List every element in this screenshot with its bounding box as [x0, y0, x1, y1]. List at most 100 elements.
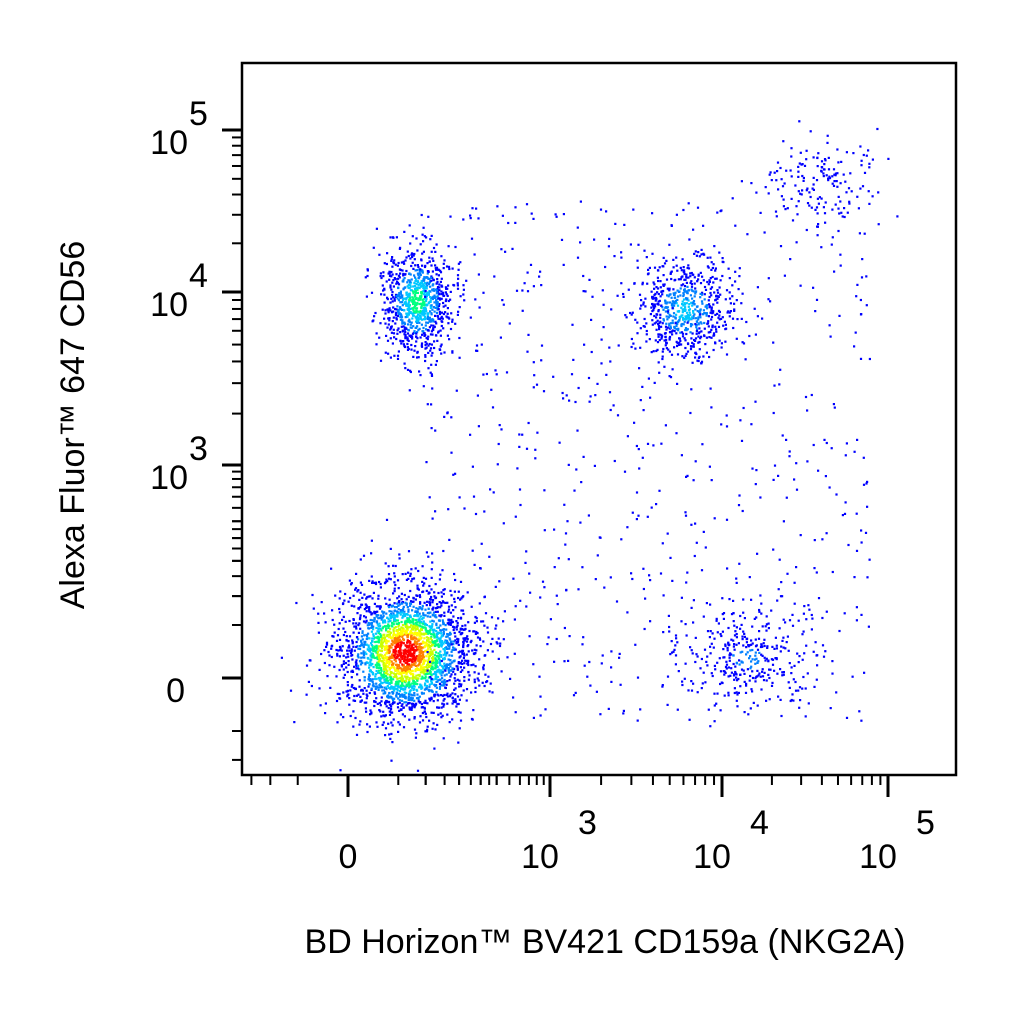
event-dot	[411, 676, 414, 680]
event-dot	[431, 333, 434, 336]
event-dot	[376, 702, 379, 705]
event-dot	[734, 630, 737, 633]
event-dot	[338, 655, 341, 658]
event-dot	[687, 289, 691, 292]
event-dot	[423, 276, 426, 279]
event-dot	[422, 584, 425, 587]
event-dot	[674, 316, 677, 319]
event-dot	[407, 698, 410, 701]
event-dot	[445, 663, 448, 666]
event-dot	[672, 258, 675, 261]
event-dot	[428, 697, 431, 700]
event-dot	[386, 339, 390, 342]
event-dot	[708, 295, 711, 299]
event-dot	[408, 685, 411, 688]
event-dot	[419, 665, 422, 668]
event-dot	[740, 317, 743, 320]
event-dot	[773, 171, 776, 174]
event-dot	[391, 711, 394, 714]
event-dot	[816, 234, 819, 237]
event-dot	[421, 264, 424, 267]
event-dot	[446, 702, 449, 705]
event-dot	[431, 601, 434, 604]
event-dot	[374, 632, 378, 635]
event-dot	[442, 665, 445, 668]
event-dot	[853, 345, 856, 348]
event-dot	[402, 325, 405, 328]
event-dot	[752, 701, 755, 704]
event-dot	[424, 701, 427, 704]
event-dot	[389, 236, 392, 239]
event-dot	[722, 617, 725, 620]
event-dot	[669, 331, 672, 334]
event-dot	[759, 645, 763, 649]
event-dot	[735, 337, 738, 340]
event-dot	[381, 641, 385, 644]
event-dot	[465, 659, 468, 662]
event-dot	[390, 275, 393, 278]
event-dot	[391, 643, 394, 646]
event-dot	[391, 236, 394, 239]
event-dot	[441, 569, 444, 572]
event-dot	[418, 321, 421, 324]
event-dot	[418, 645, 421, 648]
event-dot	[429, 615, 432, 618]
event-dot	[401, 657, 404, 660]
event-dot	[469, 214, 472, 217]
event-dot	[399, 643, 403, 646]
event-dot	[387, 649, 390, 652]
event-dot	[896, 215, 899, 218]
event-dot	[685, 475, 688, 478]
event-dot	[336, 654, 339, 657]
event-dot	[653, 381, 656, 384]
event-dot	[380, 647, 384, 650]
event-dot	[747, 644, 750, 647]
event-dot	[408, 677, 411, 680]
event-dot	[739, 651, 742, 654]
event-dot	[457, 702, 460, 706]
event-dot	[361, 596, 364, 599]
event-dot	[735, 662, 738, 665]
event-dot	[420, 691, 423, 694]
event-dot	[767, 627, 770, 630]
event-dot	[433, 340, 436, 343]
event-dot	[425, 730, 429, 733]
event-dot	[401, 628, 404, 631]
event-dot	[745, 320, 748, 324]
event-dot	[340, 665, 343, 668]
event-dot	[399, 318, 402, 321]
event-dot	[682, 266, 685, 269]
event-dot	[453, 284, 456, 287]
event-dot	[420, 649, 423, 652]
event-dot	[680, 454, 683, 457]
event-dot	[383, 619, 386, 622]
event-dot	[358, 598, 361, 601]
event-dot	[433, 667, 436, 670]
event-dot	[478, 658, 481, 661]
event-dot	[424, 682, 427, 685]
event-dot	[369, 647, 372, 650]
event-dot	[796, 652, 799, 655]
event-dot	[433, 591, 436, 594]
event-dot	[642, 325, 645, 328]
event-dot	[343, 673, 346, 676]
event-dot	[418, 637, 421, 640]
event-dot	[667, 309, 670, 312]
event-dot	[758, 672, 761, 675]
event-dot	[656, 302, 660, 306]
event-dot	[561, 391, 564, 395]
event-dot	[853, 576, 856, 579]
event-dot	[689, 345, 693, 348]
event-dot	[413, 349, 416, 352]
event-dot	[368, 607, 371, 611]
event-dot	[406, 250, 409, 253]
event-dot	[444, 299, 447, 303]
event-dot	[428, 584, 431, 588]
event-dot	[662, 274, 665, 277]
event-dot	[446, 695, 449, 698]
event-dot	[430, 657, 434, 660]
event-dot	[453, 590, 456, 593]
event-dot	[406, 634, 409, 637]
event-dot	[440, 255, 443, 258]
event-dot	[423, 626, 426, 629]
